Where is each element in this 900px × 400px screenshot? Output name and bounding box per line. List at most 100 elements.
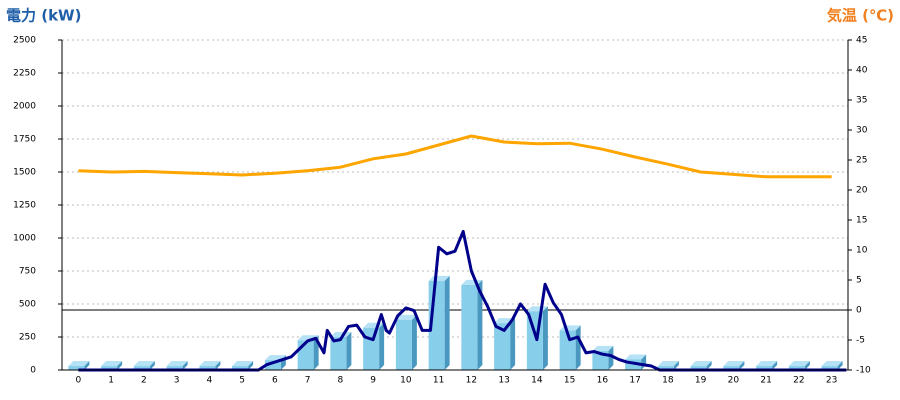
y2-tick-label: 25 (856, 156, 867, 166)
y-tick-label: 750 (19, 267, 36, 277)
bar (68, 361, 90, 370)
bar (166, 361, 188, 370)
y-tick-label: 1750 (13, 135, 36, 145)
bar (363, 322, 385, 370)
y-tick-label: 500 (19, 300, 36, 310)
bar-side (673, 361, 679, 370)
power-line (78, 229, 847, 372)
bar (756, 361, 778, 370)
y2-tick-label: 35 (856, 96, 867, 106)
bar (101, 361, 123, 370)
bar-top (788, 361, 810, 367)
bar (657, 361, 679, 370)
bar-front (461, 284, 478, 370)
y2-tick-label: -5 (856, 336, 865, 346)
bar-side (608, 345, 614, 370)
bar-side (346, 332, 352, 370)
bar-side (444, 275, 450, 370)
bar (232, 361, 254, 370)
x-tick-label: 19 (695, 376, 707, 386)
bar-front (756, 366, 773, 370)
bar-side (477, 279, 483, 370)
bar-top (133, 361, 155, 367)
bar-top (199, 361, 221, 367)
y-axis-title: 電力 (kW) (6, 7, 81, 25)
bar-top (821, 361, 843, 367)
bar (330, 332, 352, 370)
y-tick-label: 1500 (13, 168, 36, 178)
y-tick-label: 250 (19, 333, 36, 343)
bar-side (379, 322, 385, 370)
bar-side (706, 361, 712, 370)
x-tick-label: 23 (826, 376, 837, 386)
x-tick-label: 16 (597, 376, 609, 386)
bar-side (248, 361, 254, 370)
y-tick-label: 0 (30, 366, 36, 376)
x-tick-label: 3 (174, 376, 180, 386)
y-tick-label: 2000 (13, 102, 36, 112)
bar-side (117, 361, 123, 370)
x-tick-label: 18 (662, 376, 674, 386)
bar-front (363, 327, 380, 370)
y-tick-label: 2500 (13, 36, 36, 46)
y2-tick-label: 0 (856, 306, 862, 316)
bar-front (821, 366, 838, 370)
bar (788, 361, 810, 370)
x-tick-label: 12 (466, 376, 477, 386)
y-tick-label: 1000 (13, 234, 36, 244)
x-tick-label: 14 (531, 376, 543, 386)
bar-top (232, 361, 254, 367)
x-tick-label: 13 (498, 376, 509, 386)
bar-side (510, 318, 516, 370)
bar-side (837, 361, 843, 370)
bar-front (395, 319, 412, 370)
x-tick-label: 8 (338, 376, 344, 386)
bar-front (494, 323, 511, 370)
bar-top (166, 361, 188, 367)
bar-front (133, 366, 150, 370)
bar-front (657, 366, 674, 370)
y2-tick-label: 15 (856, 216, 867, 226)
bar-front (788, 366, 805, 370)
bar-side (772, 361, 778, 370)
temperature-line (78, 134, 832, 179)
bar-front (166, 366, 183, 370)
bar-side (215, 361, 221, 370)
x-tick-label: 7 (305, 376, 311, 386)
bar-side (804, 361, 810, 370)
x-tick-label: 20 (728, 376, 740, 386)
bar-top (68, 361, 90, 367)
bar-top (592, 345, 614, 351)
y2-tick-label: 20 (856, 186, 868, 196)
bar-top (756, 361, 778, 367)
bar-top (723, 361, 745, 367)
bar-front (330, 337, 347, 370)
bar-side (84, 361, 90, 370)
y-tick-label: 2250 (13, 69, 36, 79)
bar-side (182, 361, 188, 370)
x-tick-label: 21 (760, 376, 771, 386)
x-tick-label: 9 (370, 376, 376, 386)
x-tick-label: 15 (564, 376, 575, 386)
bar (821, 361, 843, 370)
bar (199, 361, 221, 370)
x-tick-label: 5 (239, 376, 245, 386)
bar-top (101, 361, 123, 367)
bar-front (68, 366, 85, 370)
y2-axis-title: 気温 (℃) (827, 7, 894, 25)
y2-tick-label: 40 (856, 66, 868, 76)
x-tick-label: 22 (793, 376, 804, 386)
y2-tick-label: 5 (856, 276, 862, 286)
bar-top (330, 332, 352, 337)
bar-front (264, 360, 281, 370)
bar-front (723, 366, 740, 370)
x-tick-label: 10 (400, 376, 412, 386)
bar-front (101, 366, 118, 370)
x-tick-label: 4 (207, 376, 213, 386)
x-tick-label: 0 (76, 376, 82, 386)
bar-top (690, 361, 712, 367)
bar (592, 345, 614, 370)
x-tick-label: 6 (272, 376, 278, 386)
y2-tick-label: 45 (856, 36, 867, 46)
